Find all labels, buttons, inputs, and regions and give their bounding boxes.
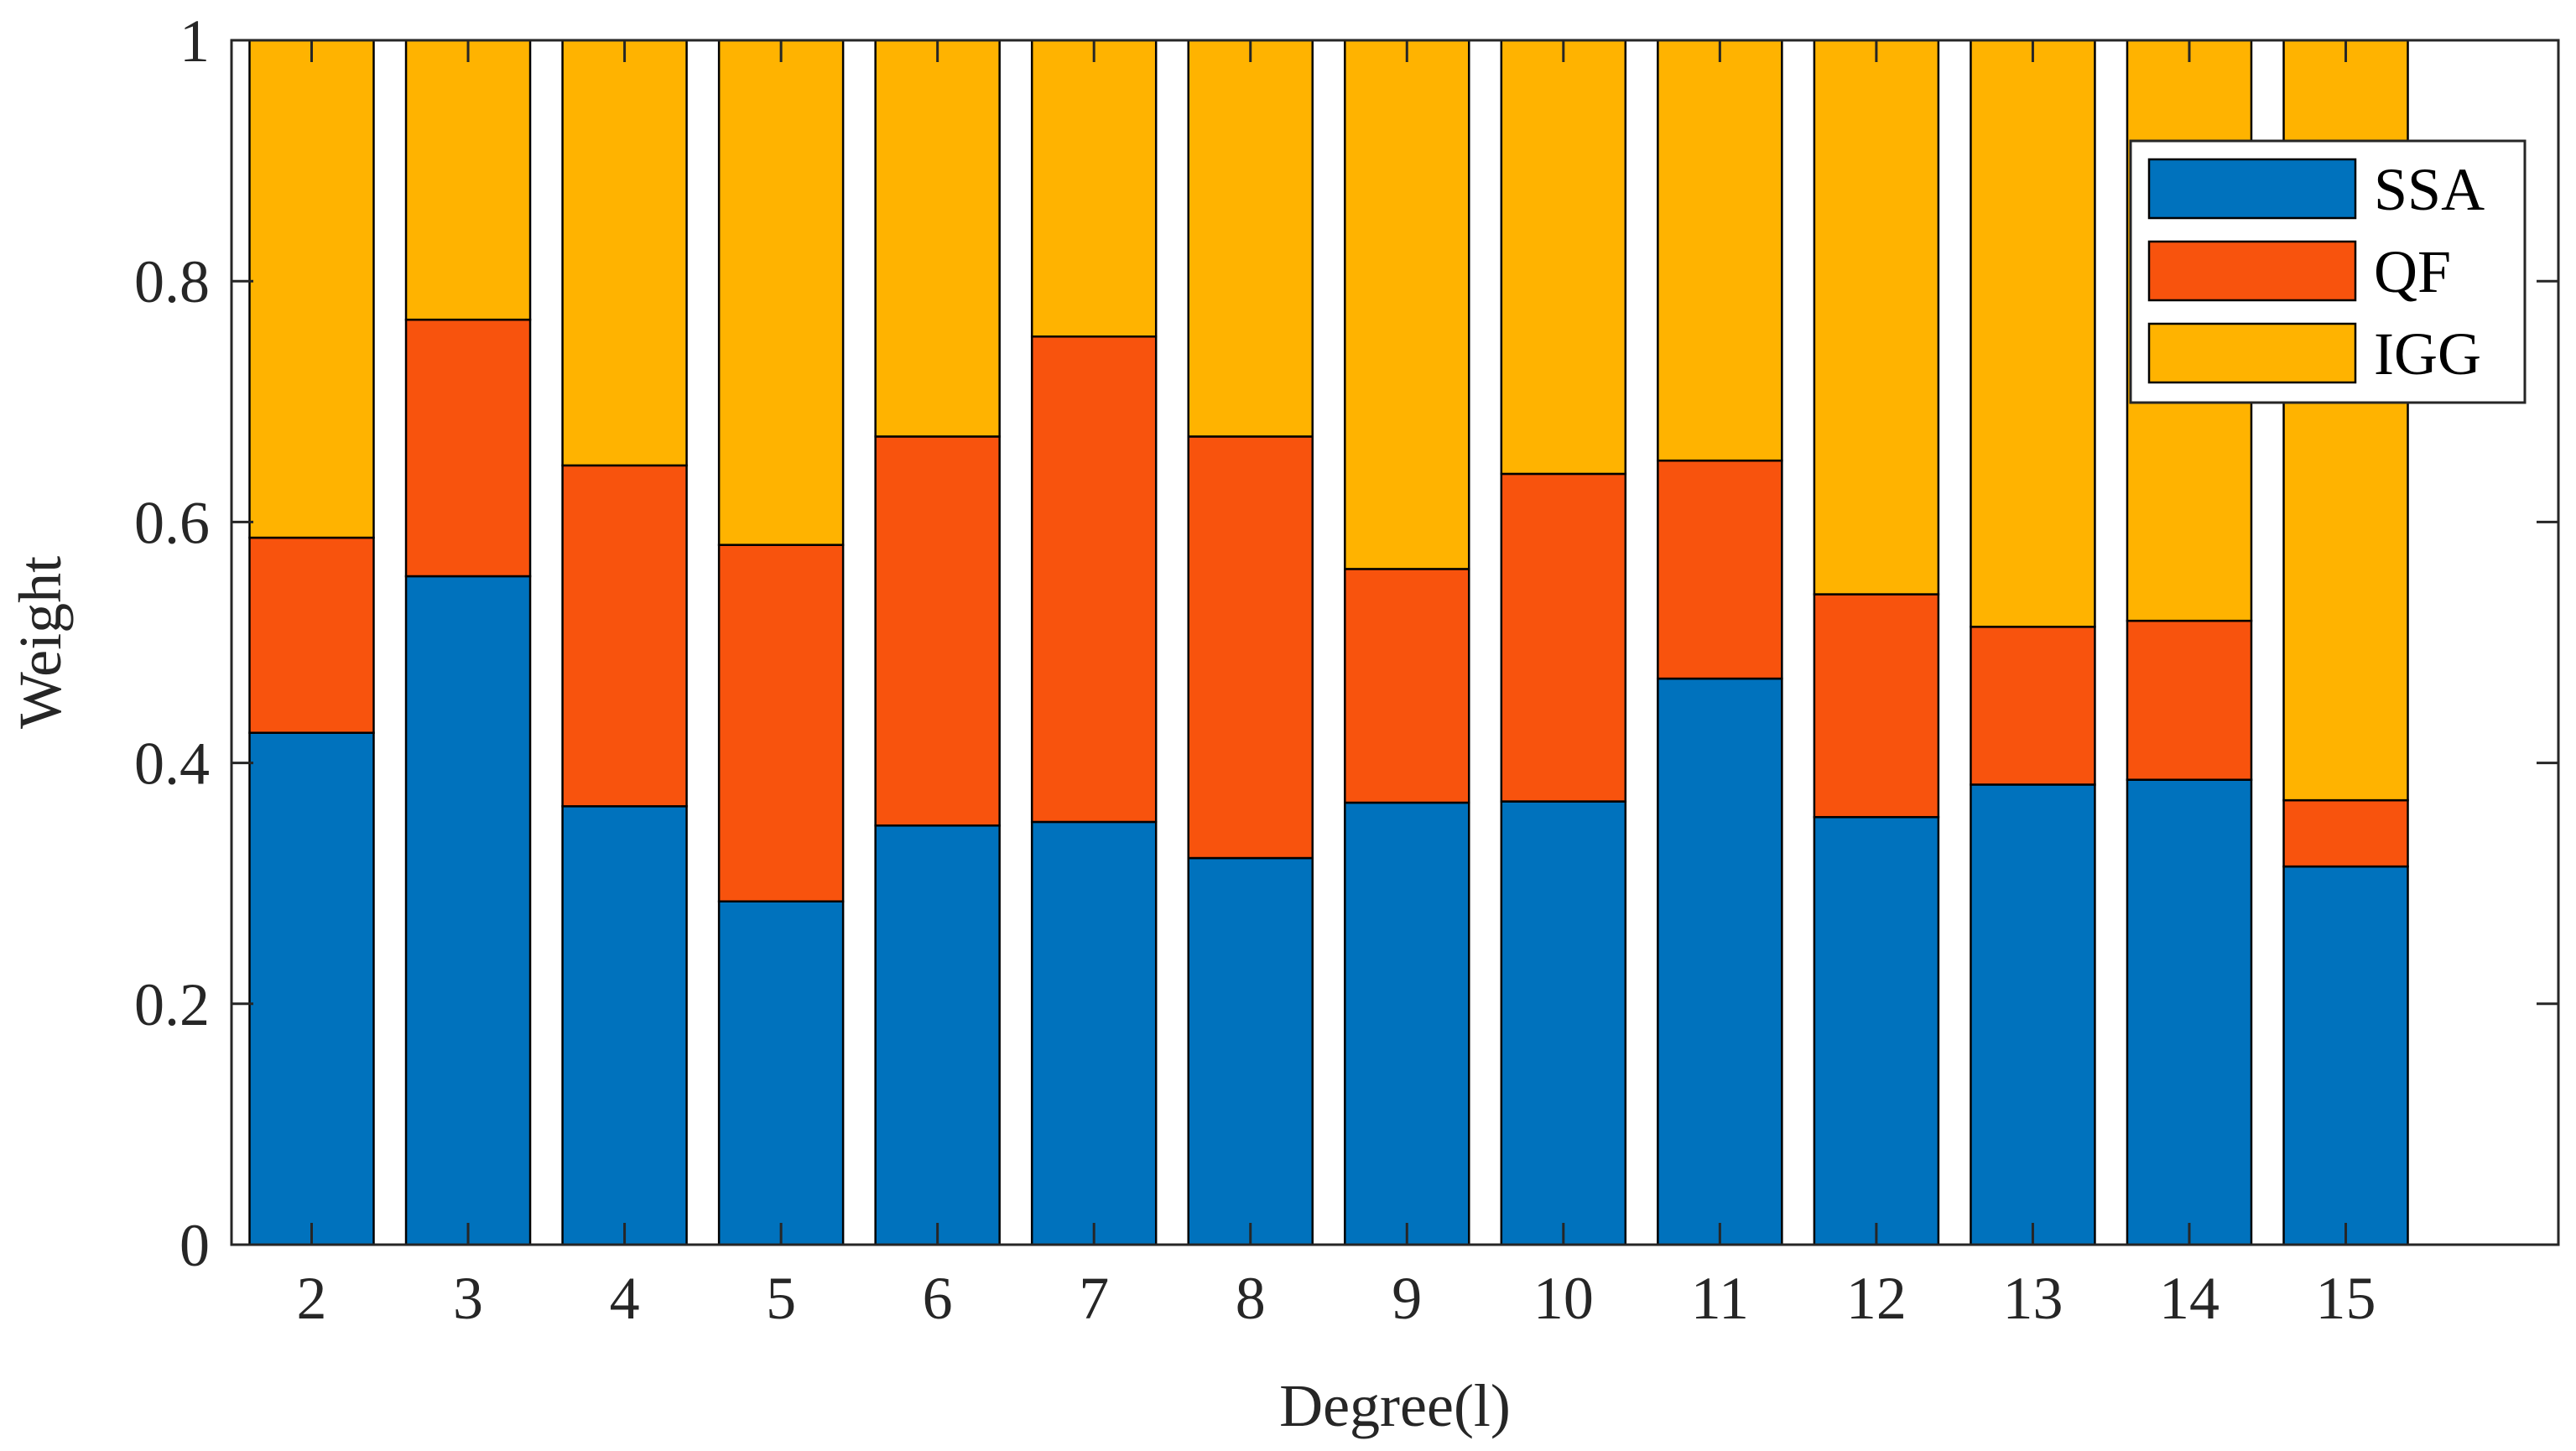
bar-igg-6 <box>874 39 1001 438</box>
x-tick-label-4: 4 <box>610 1265 640 1332</box>
bar-qf-11 <box>1657 459 1783 680</box>
bar-igg-12 <box>1813 39 1940 595</box>
x-tick-label-7: 7 <box>1079 1265 1109 1332</box>
bar-qf-6 <box>874 435 1001 827</box>
y-tick-label-0.2: 0.2 <box>134 971 210 1038</box>
bar-qf-15 <box>2282 798 2409 868</box>
bar-ssa-5 <box>717 900 845 1246</box>
bar-ssa-13 <box>1970 783 2096 1246</box>
bar-qf-14 <box>2126 619 2253 781</box>
legend-swatch-ssa <box>2147 158 2357 220</box>
bar-ssa-2 <box>248 731 375 1246</box>
bar-igg-3 <box>404 39 532 321</box>
bar-qf-10 <box>1500 472 1627 803</box>
y-tick-label-1: 1 <box>180 8 210 75</box>
bar-ssa-12 <box>1813 815 1940 1246</box>
bar-igg-2 <box>248 39 375 539</box>
x-tick-label-11: 11 <box>1691 1265 1749 1332</box>
legend-label-qf: QF <box>2374 238 2451 305</box>
x-tick-label-13: 13 <box>2002 1265 2063 1332</box>
x-tick-label-8: 8 <box>1236 1265 1266 1332</box>
bar-ssa-6 <box>874 824 1001 1246</box>
x-tick-label-14: 14 <box>2159 1265 2220 1332</box>
x-axis-title: Degree(l) <box>1279 1372 1511 1439</box>
x-tick-label-10: 10 <box>1533 1265 1594 1332</box>
axes-layer: 00.20.40.60.812 3 4 5 6 7 8 9 10 11 12 13 14 15 <box>134 8 2560 1332</box>
bar-igg-5 <box>717 39 845 546</box>
bar-ssa-11 <box>1657 677 1783 1246</box>
bar-qf-2 <box>248 536 375 734</box>
x-tick-label-15: 15 <box>2316 1265 2376 1332</box>
bar-qf-4 <box>561 464 688 808</box>
bars-layer <box>248 39 2409 1246</box>
bar-ssa-9 <box>1344 801 1470 1246</box>
legend-label-ssa: SSA <box>2374 156 2485 223</box>
bar-igg-4 <box>561 39 688 467</box>
bar-igg-13 <box>1970 39 2096 628</box>
legend-swatch-qf <box>2147 240 2357 302</box>
y-tick-label-0.8: 0.8 <box>134 248 210 315</box>
x-tick-label-9: 9 <box>1392 1265 1422 1332</box>
bar-ssa-8 <box>1187 856 1314 1246</box>
y-axis-title: Weight <box>7 556 74 729</box>
bar-igg-11 <box>1657 39 1783 462</box>
legend-swatch-igg <box>2147 322 2357 384</box>
bar-qf-8 <box>1187 435 1314 860</box>
y-tick-label-0: 0 <box>180 1212 210 1279</box>
bar-igg-8 <box>1187 39 1314 438</box>
x-tick-label-6: 6 <box>923 1265 953 1332</box>
x-tick-label-5: 5 <box>766 1265 796 1332</box>
plot-frame <box>230 39 2560 1246</box>
x-tick-label-2: 2 <box>297 1265 327 1332</box>
bar-igg-9 <box>1344 39 1470 570</box>
bar-ssa-4 <box>561 805 688 1246</box>
bar-ssa-15 <box>2282 865 2409 1246</box>
legend: SSA QF IGG <box>2129 139 2527 404</box>
legend-label-igg: IGG <box>2374 320 2481 387</box>
bar-qf-9 <box>1344 568 1470 804</box>
bar-igg-10 <box>1500 39 1627 476</box>
bar-ssa-14 <box>2126 778 2253 1246</box>
y-tick-label-0.4: 0.4 <box>134 731 210 798</box>
bar-qf-3 <box>404 318 532 578</box>
x-tick-label-12: 12 <box>1846 1265 1907 1332</box>
bar-ssa-10 <box>1500 800 1627 1246</box>
bar-qf-13 <box>1970 626 2096 786</box>
x-tick-label-3: 3 <box>453 1265 483 1332</box>
bar-igg-7 <box>1030 39 1158 338</box>
bar-qf-12 <box>1813 593 1940 819</box>
bar-qf-7 <box>1030 335 1158 824</box>
bar-qf-5 <box>717 543 845 902</box>
bar-ssa-7 <box>1030 820 1158 1246</box>
y-tick-label-0.6: 0.6 <box>134 489 210 556</box>
bar-ssa-3 <box>404 575 532 1246</box>
